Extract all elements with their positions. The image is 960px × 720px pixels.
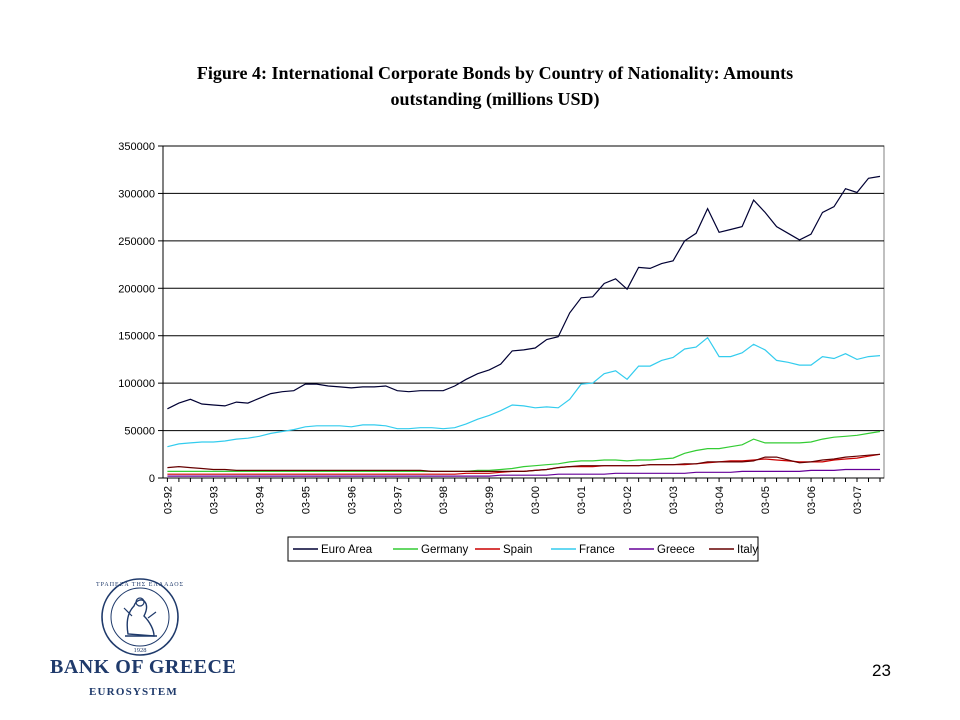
svg-text:ΤΡΑΠΕΖΑ ΤΗΣ ΕΛΛΑΔΟΣ: ΤΡΑΠΕΖΑ ΤΗΣ ΕΛΛΑΔΟΣ <box>96 582 184 588</box>
series-line-france <box>167 336 881 448</box>
y-tick-label: 300000 <box>118 188 155 200</box>
legend-label-germany: Germany <box>421 544 469 556</box>
x-tick-label: 03-00 <box>530 486 542 514</box>
y-tick-label: 250000 <box>118 236 155 248</box>
legend: Euro Area Germany Spain France Greece Italy <box>287 536 759 562</box>
x-tick-label: 03-04 <box>714 486 726 514</box>
page-number: 23 <box>872 661 891 680</box>
x-tick-label: 03-99 <box>484 486 496 514</box>
legend-label-spain: Spain <box>503 544 532 556</box>
legend-label-greece: Greece <box>657 544 695 556</box>
legend-label-france: France <box>579 544 615 556</box>
series-line-italy <box>167 453 881 472</box>
axes: 0 50000 100000 150000 200000 250000 300000 3500… <box>118 141 884 514</box>
x-tick-label: 03-96 <box>346 486 358 514</box>
x-tick-label: 03-95 <box>300 486 312 514</box>
x-tick-label: 03-93 <box>208 486 220 514</box>
bank-name: BANK OF GREECE <box>50 656 237 678</box>
plot-area <box>162 145 885 479</box>
series-line-euro-area <box>167 175 881 410</box>
y-tick-label: 0 <box>149 473 155 485</box>
x-tick-label: 03-98 <box>438 486 450 514</box>
bank-of-greece-seal-logo: ΤΡΑΠΕΖΑ ΤΗΣ ΕΛΛΑΔΟΣ 1928 <box>96 578 184 656</box>
y-tick-label: 150000 <box>118 331 155 343</box>
x-tick-label: 03-06 <box>806 486 818 514</box>
y-tick-label: 200000 <box>118 283 155 295</box>
x-tick-label: 03-03 <box>668 486 680 514</box>
series-line-greece <box>167 468 880 477</box>
x-tick-label: 03-07 <box>852 486 864 514</box>
x-tick-label: 03-97 <box>392 486 404 514</box>
x-tick-label: 03-02 <box>622 486 634 514</box>
legend-label-italy: Italy <box>737 544 758 556</box>
chart-title: Figure 4: International Corporate Bonds … <box>150 60 840 112</box>
bank-subtitle: EUROSYSTEM <box>89 686 179 698</box>
y-tick-label: 100000 <box>118 378 155 390</box>
chart-title-line-1: Figure 4: International Corporate Bonds … <box>196 63 794 83</box>
svg-text:1928: 1928 <box>134 647 147 654</box>
x-tick-label: 03-94 <box>254 486 266 514</box>
x-tick-label: 03-92 <box>162 486 174 514</box>
legend-label-euro-area: Euro Area <box>321 544 373 556</box>
x-tick-label: 03-05 <box>760 486 772 514</box>
chart-title-line-2: outstanding (millions USD) <box>390 89 600 109</box>
legend-box <box>287 536 759 562</box>
gridlines <box>162 145 885 479</box>
y-tick-label: 350000 <box>118 141 155 153</box>
series-line-germany <box>167 430 881 472</box>
y-tick-label: 50000 <box>124 426 155 438</box>
x-tick-label: 03-01 <box>576 486 588 514</box>
series-lines <box>167 175 881 477</box>
